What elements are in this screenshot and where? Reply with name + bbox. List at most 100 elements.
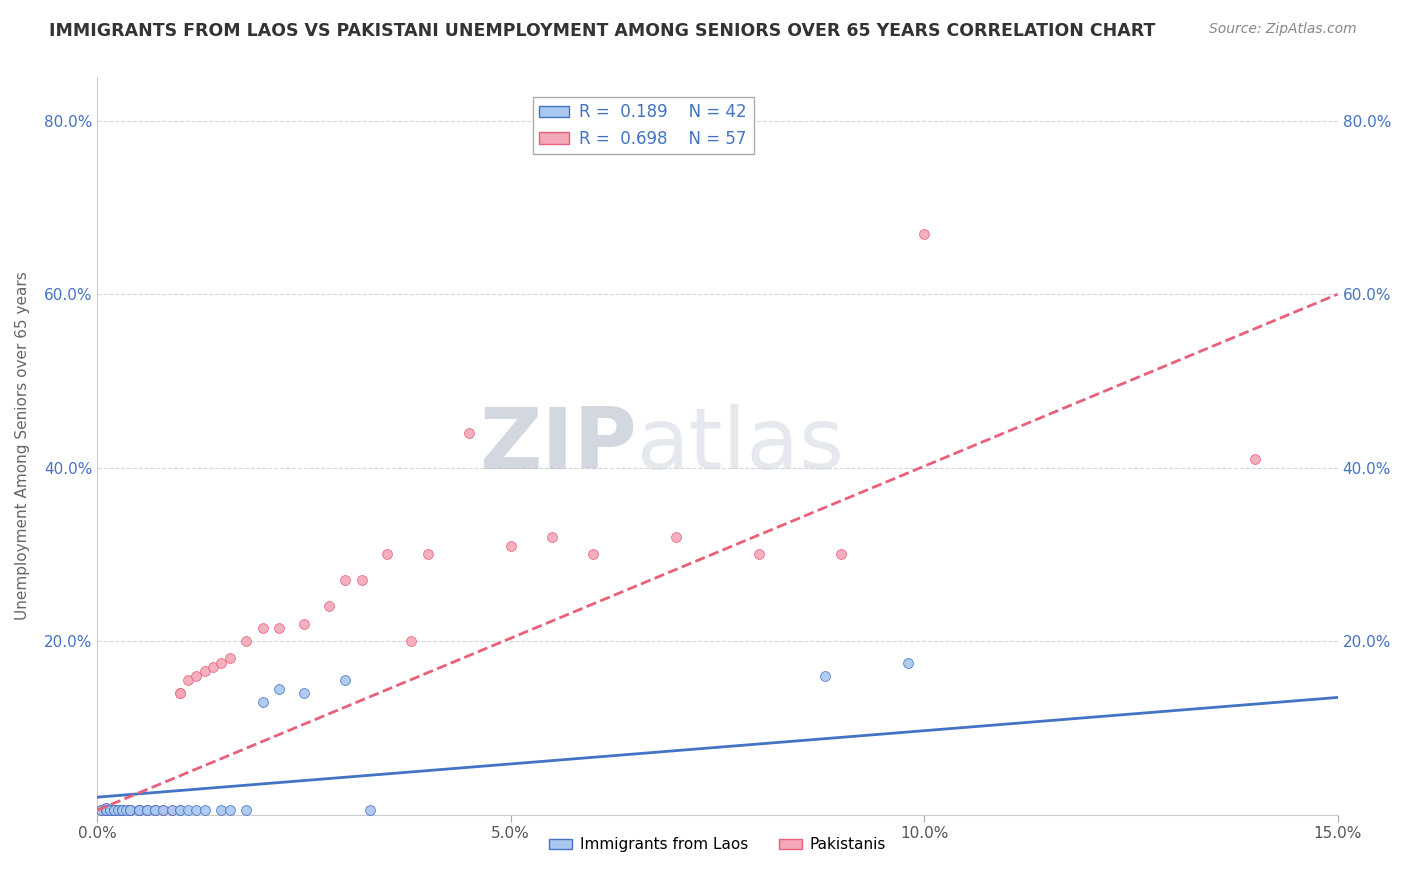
Point [541, 530, 564, 544]
Point [177, 673, 200, 687]
Y-axis label: Unemployment Among Seniors over 65 years: Unemployment Among Seniors over 65 years [15, 271, 30, 620]
Point [335, 673, 357, 687]
Point [103, 803, 125, 817]
Point [269, 621, 291, 635]
Point [665, 530, 688, 544]
Point [120, 803, 142, 817]
Text: Source: ZipAtlas.com: Source: ZipAtlas.com [1209, 22, 1357, 37]
Point [94, 803, 117, 817]
Point [897, 656, 920, 670]
Point [235, 803, 257, 817]
Point [218, 803, 240, 817]
Point [135, 803, 157, 817]
Point [359, 803, 381, 817]
Point [401, 634, 423, 648]
Point [115, 803, 138, 817]
Point [416, 547, 439, 561]
Legend: R =  0.189    N = 42, R =  0.698    N = 57: R = 0.189 N = 42, R = 0.698 N = 57 [533, 97, 754, 154]
Point [218, 651, 240, 665]
Point [128, 803, 150, 817]
Point [135, 803, 157, 817]
Point [292, 616, 315, 631]
Point [107, 803, 129, 817]
Point [107, 803, 129, 817]
Point [186, 803, 208, 817]
Point [120, 803, 142, 817]
Point [830, 547, 852, 561]
Point [128, 803, 150, 817]
Text: atlas: atlas [637, 404, 845, 487]
Point [94, 803, 117, 817]
Point [128, 803, 150, 817]
Point [94, 801, 117, 815]
Point [94, 803, 117, 817]
Point [128, 803, 150, 817]
Point [103, 803, 125, 817]
Point [98, 803, 121, 817]
Point [235, 634, 257, 648]
Point [202, 660, 225, 674]
Point [103, 803, 125, 817]
Point [318, 599, 340, 614]
Point [186, 669, 208, 683]
Point [120, 803, 142, 817]
Point [111, 803, 134, 817]
Point [160, 803, 183, 817]
Point [169, 803, 191, 817]
Point [152, 803, 174, 817]
Point [748, 547, 770, 561]
Point [209, 803, 232, 817]
Point [90, 803, 112, 817]
Point [160, 803, 183, 817]
Point [814, 669, 837, 683]
Point [98, 803, 121, 817]
Point [94, 803, 117, 817]
Point [350, 574, 373, 588]
Point [152, 803, 174, 817]
Point [103, 803, 125, 817]
Point [143, 803, 166, 817]
Point [169, 686, 191, 700]
Point [143, 803, 166, 817]
Point [582, 547, 605, 561]
Point [111, 803, 134, 817]
Point [90, 803, 112, 817]
Point [128, 803, 150, 817]
Point [912, 227, 935, 241]
Point [335, 574, 357, 588]
Point [177, 803, 200, 817]
Point [1244, 452, 1267, 467]
Point [135, 803, 157, 817]
Point [194, 665, 217, 679]
Point [111, 803, 134, 817]
Point [292, 686, 315, 700]
Point [98, 803, 121, 817]
Point [128, 803, 150, 817]
Point [252, 621, 274, 635]
Point [111, 803, 134, 817]
Point [120, 803, 142, 817]
Point [94, 801, 117, 815]
Point [269, 681, 291, 696]
Point [94, 803, 117, 817]
Text: IMMIGRANTS FROM LAOS VS PAKISTANI UNEMPLOYMENT AMONG SENIORS OVER 65 YEARS CORRE: IMMIGRANTS FROM LAOS VS PAKISTANI UNEMPL… [49, 22, 1156, 40]
Point [252, 695, 274, 709]
Point [499, 539, 522, 553]
Text: ZIP: ZIP [479, 404, 637, 487]
Point [98, 803, 121, 817]
Point [120, 803, 142, 817]
Point [90, 803, 112, 817]
Point [111, 803, 134, 817]
Point [169, 803, 191, 817]
Point [103, 803, 125, 817]
Point [103, 803, 125, 817]
Point [94, 803, 117, 817]
Point [111, 803, 134, 817]
Point [103, 803, 125, 817]
Point [120, 803, 142, 817]
Point [143, 803, 166, 817]
Point [152, 803, 174, 817]
Point [375, 547, 398, 561]
Point [169, 686, 191, 700]
Point [209, 656, 232, 670]
